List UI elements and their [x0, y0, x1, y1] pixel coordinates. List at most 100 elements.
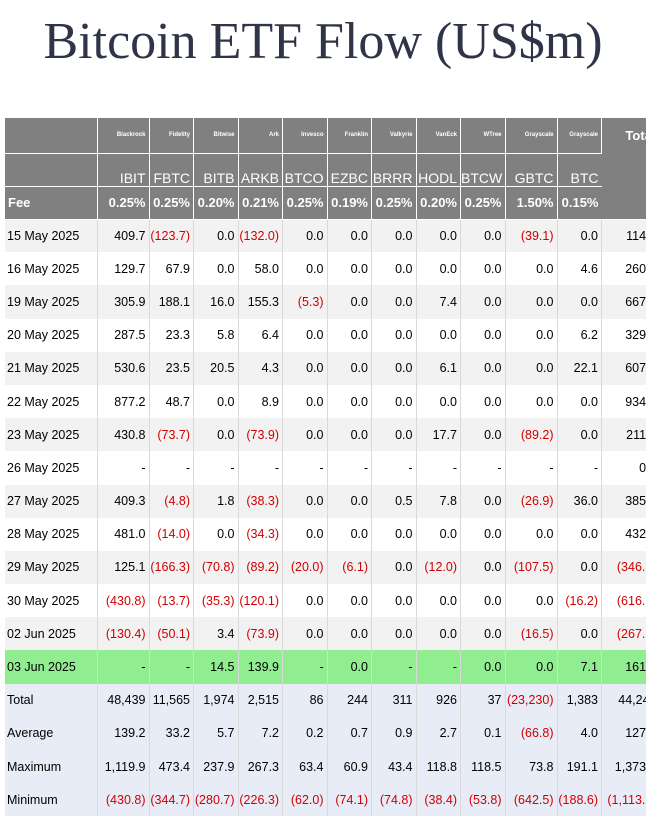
flow-cell: 22.1 — [557, 351, 602, 385]
flow-cell: (73.9) — [238, 617, 283, 651]
fee-value: 0.15% — [557, 186, 602, 220]
ticker-header: EZBC — [327, 153, 372, 187]
flow-cell: 7.8 — [416, 484, 461, 518]
summary-cell: 191.1 — [557, 750, 602, 784]
flow-cell: 0.0 — [371, 617, 417, 651]
row-date: 23 May 2025 — [5, 418, 98, 452]
flow-cell: 1.8 — [193, 484, 239, 518]
flow-cell: 6.4 — [238, 318, 283, 352]
issuer-header: Grayscale — [557, 118, 602, 154]
summary-label: Minimum — [5, 783, 98, 817]
summary-total: 127.2 — [601, 716, 646, 750]
flow-cell: 23.3 — [149, 318, 194, 352]
summary-cell: 1,974 — [193, 683, 239, 717]
summary-cell: 86 — [282, 683, 328, 717]
flow-cell: (166.3) — [149, 550, 194, 585]
summary-cell: 118.5 — [460, 750, 506, 784]
flow-cell: 0.0 — [371, 318, 417, 352]
summary-cell: 63.4 — [282, 750, 328, 784]
flow-cell: - — [416, 650, 461, 684]
ticker-header: BRRR — [371, 153, 417, 187]
flow-cell: 3.4 — [193, 617, 239, 651]
flow-cell: 0.0 — [371, 219, 417, 253]
flow-cell: 0.5 — [371, 484, 417, 518]
issuer-header: Valkyrie — [371, 118, 417, 154]
flow-cell: (5.3) — [282, 285, 328, 319]
summary-cell: 237.9 — [193, 750, 239, 784]
flow-cell: 0.0 — [416, 384, 461, 419]
flow-cell: 20.5 — [193, 351, 239, 385]
flow-cell: 430.8 — [97, 418, 150, 452]
row-total: 211.7 — [601, 418, 646, 452]
flow-cell: 4.3 — [238, 351, 283, 385]
flow-cell: 4.6 — [557, 252, 602, 286]
flow-cell: (120.1) — [238, 584, 283, 618]
flow-cell: - — [97, 650, 150, 684]
row-total: 385.4 — [601, 484, 646, 518]
flow-cell: 0.0 — [460, 517, 506, 551]
ticker-header: GBTC — [505, 153, 558, 187]
flow-cell: 0.0 — [327, 484, 372, 518]
table-row: 30 May 2025 (430.8) (13.7) (35.3) (120.1) 0.0… — [5, 584, 646, 618]
summary-cell: 11,565 — [149, 683, 194, 717]
flow-cell: 0.0 — [327, 584, 372, 618]
summary-cell: (38.4) — [416, 783, 461, 817]
flow-cell: 0.0 — [371, 550, 417, 585]
flow-cell: 188.1 — [149, 285, 194, 319]
row-total: 667.4 — [601, 285, 646, 319]
flow-cell: 14.5 — [193, 650, 239, 684]
ticker-header: HODL — [416, 153, 461, 187]
flow-cell: (34.3) — [238, 517, 283, 551]
flow-cell: 0.0 — [327, 351, 372, 385]
flow-cell: 530.6 — [97, 351, 150, 385]
fee-value: 0.21% — [238, 186, 283, 220]
summary-cell: (430.8) — [97, 783, 150, 817]
flow-cell: - — [193, 451, 239, 485]
flow-cell: - — [416, 451, 461, 485]
fee-value: 0.20% — [416, 186, 461, 220]
summary-label: Maximum — [5, 750, 98, 784]
summary-cell: 244 — [327, 683, 372, 717]
summary-cell: 60.9 — [327, 750, 372, 784]
flow-cell: 16.0 — [193, 285, 239, 319]
flow-cell: 0.0 — [193, 418, 239, 452]
summary-cell: 0.7 — [327, 716, 372, 750]
row-date: 27 May 2025 — [5, 484, 98, 518]
flow-cell: 155.3 — [238, 285, 283, 319]
flow-cell: 0.0 — [327, 219, 372, 253]
flow-cell: 409.7 — [97, 219, 150, 253]
row-date: 20 May 2025 — [5, 318, 98, 352]
flow-cell: 0.0 — [416, 517, 461, 551]
summary-cell: 267.3 — [238, 750, 283, 784]
flow-cell: - — [149, 650, 194, 684]
table-row: 23 May 2025 430.8 (73.7) 0.0 (73.9) 0.0 0.0 0.0… — [5, 418, 646, 452]
fee-value: 0.25% — [282, 186, 328, 220]
fee-value: 0.25% — [460, 186, 506, 220]
flow-cell: 409.3 — [97, 484, 150, 518]
row-total: 260.2 — [601, 252, 646, 286]
fee-header-row: Fee 0.25% 0.25% 0.20% 0.21% 0.25% 0.19% 0.25% 0… — [5, 186, 646, 220]
summary-cell: (344.7) — [149, 783, 194, 817]
flow-cell: 6.2 — [557, 318, 602, 352]
flow-cell: 0.0 — [371, 384, 417, 419]
header-corner — [5, 153, 98, 187]
summary-cell: 33.2 — [149, 716, 194, 750]
flow-cell: 0.0 — [327, 517, 372, 551]
flow-cell: 0.0 — [327, 418, 372, 452]
summary-cell: 1,119.9 — [97, 750, 150, 784]
row-total: 161.5 — [601, 650, 646, 684]
row-date: 28 May 2025 — [5, 517, 98, 551]
row-date: 19 May 2025 — [5, 285, 98, 319]
flow-cell: 6.1 — [416, 351, 461, 385]
flow-cell: 877.2 — [97, 384, 150, 419]
ticker-header: ARKB — [238, 153, 283, 187]
row-total: (346.8) — [601, 550, 646, 585]
row-total: 934.8 — [601, 384, 646, 419]
flow-cell: 0.0 — [557, 219, 602, 253]
flow-cell: - — [97, 451, 150, 485]
flow-cell: 0.0 — [505, 318, 558, 352]
flow-cell: 7.1 — [557, 650, 602, 684]
flow-cell: 0.0 — [505, 285, 558, 319]
flow-cell: (130.4) — [97, 617, 150, 651]
flow-cell: 0.0 — [282, 252, 328, 286]
